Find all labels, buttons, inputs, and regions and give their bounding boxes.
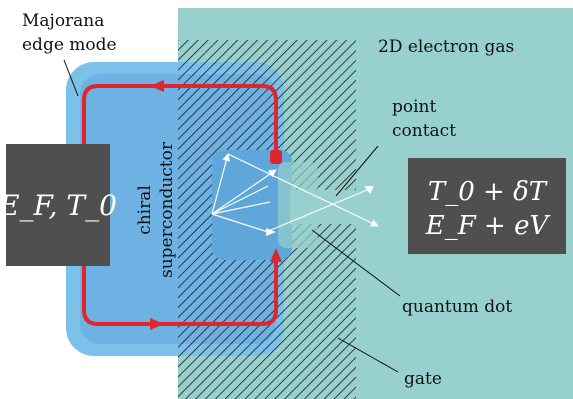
dot-channel-teal xyxy=(278,162,318,248)
electron-gas-label: 2D electron gas xyxy=(378,37,514,57)
left-reservoir-box xyxy=(6,144,110,266)
gate-label: gate xyxy=(404,369,442,389)
edge-arrow-bottom xyxy=(150,318,164,330)
scattering-rays xyxy=(211,153,379,233)
right-reservoir-box xyxy=(408,158,566,254)
superconductor-label-1: chiral xyxy=(135,185,155,235)
gate-leader xyxy=(337,337,399,373)
right-box-line1: T_0 + δT xyxy=(428,177,548,207)
edge-arrow-top xyxy=(150,80,164,92)
majorana-leader xyxy=(63,59,79,97)
white-arrowhead-left xyxy=(266,228,276,236)
edge-arrow-right xyxy=(270,248,282,262)
majorana-label-1: Majorana xyxy=(22,11,104,31)
white-arrowhead-right xyxy=(364,186,374,194)
edge-arrow-up xyxy=(270,150,282,162)
majorana-label-2: edge mode xyxy=(22,35,117,55)
quantum-dot-label: quantum dot xyxy=(402,297,512,317)
majorana-edge-loop xyxy=(82,84,278,326)
point-contact-label-1: point xyxy=(392,97,437,117)
right-box-line2: E_F + eV xyxy=(425,211,551,241)
quantum-dot-leader xyxy=(311,229,401,297)
point-contact-leader xyxy=(335,145,379,197)
superconductor-label-2: superconductor xyxy=(157,141,177,278)
left-box-text: E_F, T_0 xyxy=(0,189,117,222)
point-contact-label-2: contact xyxy=(392,121,456,141)
